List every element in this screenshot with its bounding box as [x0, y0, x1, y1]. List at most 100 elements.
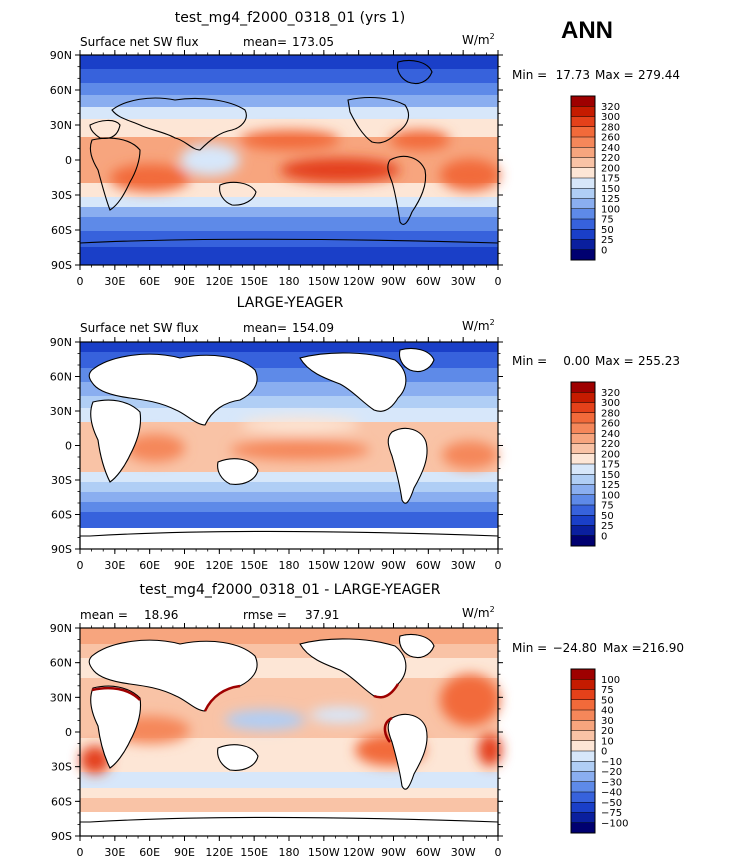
colorbar-swatch [571, 494, 595, 506]
x-tick-label: 150E [240, 846, 268, 859]
y-tick-label: 90S [51, 543, 72, 556]
x-tick-label: 180 [279, 846, 300, 859]
colorbar-label: 280 [601, 408, 620, 419]
colorbar-swatch [571, 402, 595, 414]
x-tick-label: 60E [139, 846, 160, 859]
colorbar-label: 50 [601, 511, 614, 522]
colorbar-swatch [571, 535, 595, 547]
colorbar-label: 75 [601, 685, 614, 696]
min-value: −24.80 [553, 641, 597, 655]
colorbar-swatch [571, 423, 595, 434]
land-mask [79, 633, 499, 837]
y-tick-label: 60S [51, 224, 72, 237]
colorbar-label: 260 [601, 133, 620, 144]
map-plot: 90N 60N 30N 0 30S 60S 90S 0 30E 60E 90E 120E 150E 180… [50, 49, 503, 288]
x-tick-label: 60E [139, 559, 160, 572]
y-tick-label: 30N [50, 405, 72, 418]
x-tick-label: 150W [308, 846, 340, 859]
variable-label: Surface net SW flux [80, 321, 199, 335]
colorbar-label: 75 [601, 501, 614, 512]
x-tick-label: 120E [205, 275, 233, 288]
x-tick-label: 30E [104, 846, 125, 859]
colorbar-swatch [571, 669, 595, 680]
min-max-line: Min = −24.80 Max = 216.90 [512, 641, 684, 655]
x-tick-label: 90E [174, 559, 195, 572]
colorbar-swatch [571, 412, 595, 424]
map-axes: 90N 60N 30N 0 30S 60S 90S 0 30E 60E 90E 120E 150E 180… [50, 336, 503, 572]
min-label: Min = [512, 68, 547, 82]
colorbar-swatch [571, 679, 595, 690]
colorbar-swatch [571, 505, 595, 516]
colorbar-label: 100 [601, 675, 620, 686]
colorbar-label: 100 [601, 204, 620, 215]
colorbar-swatch [571, 515, 595, 526]
x-tick-label: 0 [77, 275, 84, 288]
colorbar-swatch [571, 781, 595, 793]
colorbar-swatch [571, 126, 595, 138]
colorbar-label: 320 [601, 388, 620, 399]
colorbar-label: 125 [601, 194, 620, 205]
mean-label: mean= [243, 321, 287, 335]
colorbar-label: −75 [601, 808, 622, 819]
min-max-line: Min = 17.73 Max = 279.44 [512, 68, 680, 82]
colorbar-label: −100 [601, 818, 628, 829]
colorbar-label: 0 [601, 531, 607, 542]
colorbar-swatch [571, 699, 595, 711]
map-plot: 90N 60N 30N 0 30S 60S 90S 0 30E 60E 90E 120E 150E 180… [50, 336, 503, 572]
mean-label: mean = [80, 608, 128, 622]
colorbar-swatch [571, 525, 595, 537]
colorbar-swatch [571, 239, 595, 251]
max-label: Max = [595, 354, 634, 368]
colorbar-label: 50 [601, 695, 614, 706]
colorbar-label: 25 [601, 521, 614, 532]
colorbar-label: 20 [601, 726, 614, 737]
units-label: W/m2 [462, 32, 495, 47]
x-tick-label: 90W [381, 275, 406, 288]
colorbar-swatch [571, 392, 595, 403]
colorbar-label: −20 [601, 767, 622, 778]
colorbar-swatch [571, 474, 595, 485]
map-plot: 90N 60N 30N 0 30S 60S 90S 0 30E 60E 90E 120E 150E 180… [50, 622, 503, 859]
x-tick-label: 0 [77, 846, 84, 859]
x-tick-label: 60W [416, 275, 441, 288]
colorbar-swatch [571, 443, 595, 455]
x-tick-label: 120E [205, 559, 233, 572]
rmse-value: 37.91 [305, 608, 339, 622]
colorbar-swatch [571, 792, 595, 803]
colorbar-swatch [571, 812, 595, 824]
colorbar-swatch [571, 751, 595, 762]
x-tick-label: 90E [174, 846, 195, 859]
colorbar-label: 50 [601, 225, 614, 236]
colorbar-swatch [571, 157, 595, 169]
colorbar-label: 300 [601, 112, 620, 123]
colorbar-label: −40 [601, 788, 622, 799]
colorbar-label: 220 [601, 153, 620, 164]
field-bands [80, 55, 500, 265]
units-label: W/m2 [462, 605, 495, 620]
panel-title: test_mg4_f2000_0318_01 - LARGE-YEAGER [140, 582, 441, 598]
colorbar-swatch [571, 137, 595, 148]
y-tick-label: 60N [50, 657, 72, 670]
y-tick-label: 0 [65, 154, 72, 167]
y-tick-label: 0 [65, 440, 72, 453]
max-label: Max = [603, 641, 642, 655]
y-tick-label: 90N [50, 49, 72, 62]
x-tick-label: 90W [381, 559, 406, 572]
colorbar-label: 30 [601, 716, 614, 727]
colorbar-swatch [571, 689, 595, 701]
mean-value: 18.96 [144, 608, 178, 622]
colorbar-label: 200 [601, 449, 620, 460]
x-tick-label: 60W [416, 559, 441, 572]
y-tick-label: 30S [51, 474, 72, 487]
x-tick-label: 30E [104, 559, 125, 572]
colorbar-label: 320 [601, 102, 620, 113]
mean-value: 154.09 [292, 321, 334, 335]
min-label: Min = [512, 354, 547, 368]
x-tick-label: 30W [451, 846, 476, 859]
x-tick-label: 120E [205, 846, 233, 859]
y-tick-label: 60S [51, 509, 72, 522]
colorbar-swatch [571, 453, 595, 465]
colorbar-swatch [571, 229, 595, 240]
y-tick-label: 90N [50, 622, 72, 635]
x-tick-label: 180 [279, 559, 300, 572]
